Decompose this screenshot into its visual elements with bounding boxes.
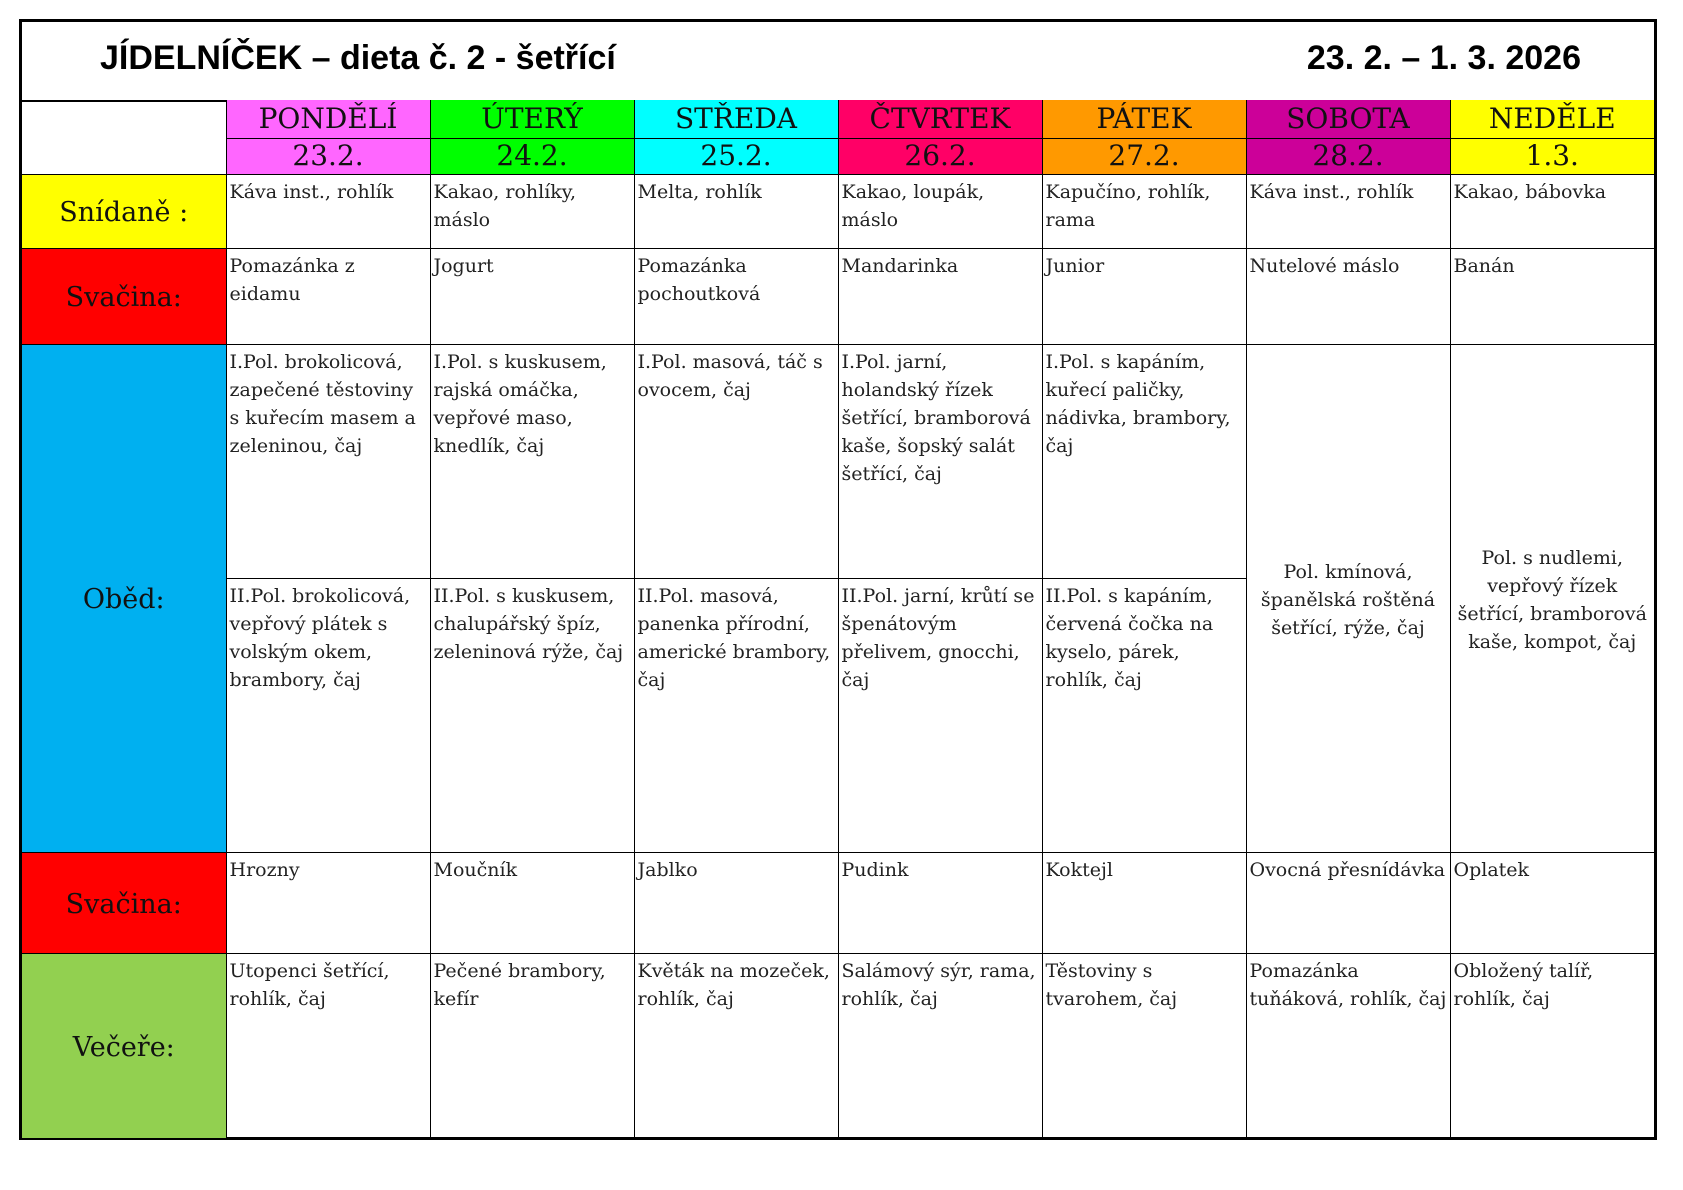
day-name: STŘEDA — [633, 100, 839, 139]
meal-cell: Káva inst., rohlík — [225, 173, 431, 249]
meal-cell: Kakao, loupák, máslo — [837, 173, 1043, 249]
lunch-weekend: Pol. s nudlemi, vepřový řízek šetřící, b… — [1449, 343, 1654, 853]
day-name: PONDĚLÍ — [225, 100, 431, 139]
meal-cell: Ovocná přesnídávka — [1245, 851, 1451, 954]
meal-cell: Květák na mozeček, rohlík, čaj — [633, 952, 839, 1138]
table-row: PONDĚLÍ ÚTERÝ STŘEDA ČTVRTEK PÁTEK SOBOTA NEDĚ… — [22, 100, 1654, 175]
meal-cell: Pomazánka pochoutková — [633, 247, 839, 345]
day-name: NEDĚLE — [1449, 100, 1654, 139]
meal-cell: Pečené brambory, kefír — [429, 952, 635, 1138]
day-date: 28.2. — [1245, 137, 1451, 175]
meal-label-vecere: Večeře: — [22, 952, 227, 1138]
meal-cell: Kakao, rohlíky, máslo — [429, 173, 635, 249]
table-row: Večeře: Utopenci šetřící, rohlík, čaj Peče… — [22, 952, 1654, 1138]
table-row: Snídaně : Káva inst., rohlík Kakao, rohlík… — [22, 173, 1654, 249]
meal-cell: Hrozny — [225, 851, 431, 954]
lunch-first-option: I.Pol. s kapáním, kuřecí paličky, nádivk… — [1041, 343, 1247, 579]
table-row: Svačina: Pomazánka z eidamu Jogurt Pomazánk… — [22, 247, 1654, 345]
menu-sheet: JÍDELNÍČEK – dieta č. 2 - šetřící 23. 2.… — [19, 19, 1657, 1140]
day-date: 1.3. — [1449, 137, 1654, 175]
table-row: 23.2. 24.2. 25.2. 26.2. 27.2. 28.2. 1.3. — [22, 137, 1654, 175]
day-name: SOBOTA — [1245, 100, 1451, 139]
day-name: ČTVRTEK — [837, 100, 1043, 139]
day-name: ÚTERÝ — [429, 100, 635, 139]
day-date: 27.2. — [1041, 137, 1247, 175]
meal-cell: Obložený talíř, rohlík, čaj — [1449, 952, 1654, 1138]
meal-label-snidane: Snídaně : — [22, 173, 227, 249]
menu-table: PONDĚLÍ ÚTERÝ STŘEDA ČTVRTEK PÁTEK SOBOTA NEDĚ… — [22, 100, 1654, 1138]
day-name: PÁTEK — [1041, 100, 1247, 139]
table-row: Svačina: Hrozny Moučník Jablko Pudink Koktejl… — [22, 851, 1654, 954]
lunch-first-option: I.Pol. masová, táč s ovocem, čaj — [633, 343, 839, 579]
table-row: Oběd: I.Pol. brokolicová, zapečené těstov… — [22, 343, 1654, 853]
meal-cell: Kakao, bábovka — [1449, 173, 1654, 249]
meal-label-obed: Oběd: — [22, 343, 227, 853]
lunch-first-option: I.Pol. s kuskusem, rajská omáčka, vepřov… — [429, 343, 635, 579]
meal-cell: Junior — [1041, 247, 1247, 345]
meal-cell: Utopenci šetřící, rohlík, čaj — [225, 952, 431, 1138]
meal-cell: Salámový sýr, rama, rohlík, čaj — [837, 952, 1043, 1138]
meal-cell: Melta, rohlík — [633, 173, 839, 249]
meal-cell: Nutelové máslo — [1245, 247, 1451, 345]
meal-cell: Kapučíno, rohlík, rama — [1041, 173, 1247, 249]
table-row: II.Pol. brokolicová, vepřový plátek s vo… — [22, 577, 1654, 853]
lunch-first-option: I.Pol. brokolicová, zapečené těstoviny s… — [225, 343, 431, 579]
meal-cell: Pudink — [837, 851, 1043, 954]
meal-cell: Mandarinka — [837, 247, 1043, 345]
meal-cell: Káva inst., rohlík — [1245, 173, 1451, 249]
meal-label-svacina2: Svačina: — [22, 851, 227, 954]
meal-cell: Oplatek — [1449, 851, 1654, 954]
meal-cell: Jogurt — [429, 247, 635, 345]
day-date: 25.2. — [633, 137, 839, 175]
day-date: 26.2. — [837, 137, 1043, 175]
meal-label-svacina1: Svačina: — [22, 247, 227, 345]
meal-cell: Pomazánka tuňáková, rohlík, čaj — [1245, 952, 1451, 1138]
meal-cell: Jablko — [633, 851, 839, 954]
title-row: JÍDELNÍČEK – dieta č. 2 - šetřící 23. 2.… — [22, 22, 1654, 102]
meal-cell: Moučník — [429, 851, 635, 954]
lunch-first-option: I.Pol. jarní, holandský řízek šetřící, b… — [837, 343, 1043, 579]
meal-cell: Banán — [1449, 247, 1654, 345]
lunch-second-option: II.Pol. masová, panenka přírodní, americ… — [633, 577, 839, 853]
lunch-weekend: Pol. kmínová, španělská roštěná šetřící,… — [1245, 343, 1451, 853]
date-range: 23. 2. – 1. 3. 2026 — [1306, 39, 1581, 77]
lunch-second-option: II.Pol. s kapáním, červená čočka na kyse… — [1041, 577, 1246, 853]
meal-cell: Těstoviny s tvarohem, čaj — [1041, 952, 1247, 1138]
day-date: 24.2. — [429, 137, 635, 175]
corner-cell — [22, 100, 227, 175]
page-title: JÍDELNÍČEK – dieta č. 2 - šetřící — [100, 39, 616, 77]
day-date: 23.2. — [226, 137, 431, 175]
meal-cell: Koktejl — [1041, 851, 1247, 954]
lunch-second-option: II.Pol. s kuskusem, chalupářský špíz, ze… — [429, 577, 635, 853]
lunch-second-option: II.Pol. brokolicová, vepřový plátek s vo… — [226, 577, 431, 853]
lunch-second-option: II.Pol. jarní, krůtí se špenátovým přeli… — [837, 577, 1043, 853]
meal-cell: Pomazánka z eidamu — [225, 247, 431, 345]
